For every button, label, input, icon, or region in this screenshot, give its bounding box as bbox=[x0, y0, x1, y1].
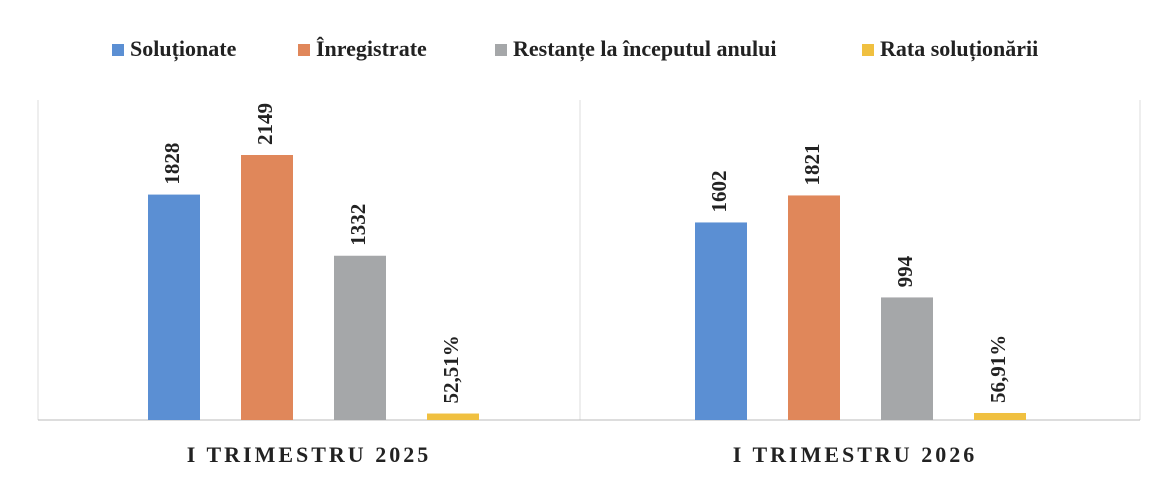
value-label: 1821 bbox=[800, 143, 824, 185]
category-label: I TRIMESTRU 2025 bbox=[187, 442, 431, 467]
bar bbox=[334, 255, 386, 420]
value-label: 1332 bbox=[346, 204, 370, 246]
legend-label: Restanțe la începutul anului bbox=[513, 36, 776, 62]
legend-swatch bbox=[112, 44, 124, 56]
legend-label: Soluționate bbox=[130, 36, 237, 62]
category-label: I TRIMESTRU 2026 bbox=[733, 442, 977, 467]
bar bbox=[881, 297, 933, 420]
legend-swatch bbox=[495, 44, 507, 56]
bar bbox=[427, 413, 479, 420]
value-label: 56,91% bbox=[986, 335, 1010, 403]
legend-label: Înregistrate bbox=[316, 36, 427, 61]
legend-label: Rata soluționării bbox=[880, 36, 1038, 62]
bar bbox=[788, 195, 840, 420]
value-label: 2149 bbox=[253, 103, 277, 145]
bar bbox=[241, 155, 293, 420]
bar bbox=[148, 194, 200, 420]
legend-swatch bbox=[862, 44, 874, 56]
legend-swatch bbox=[298, 44, 310, 56]
value-label: 52,51% bbox=[439, 335, 463, 403]
value-label: 1828 bbox=[160, 143, 184, 185]
bar bbox=[974, 412, 1026, 420]
value-label: 1602 bbox=[707, 170, 731, 212]
bar bbox=[695, 222, 747, 420]
value-label: 994 bbox=[893, 255, 917, 287]
